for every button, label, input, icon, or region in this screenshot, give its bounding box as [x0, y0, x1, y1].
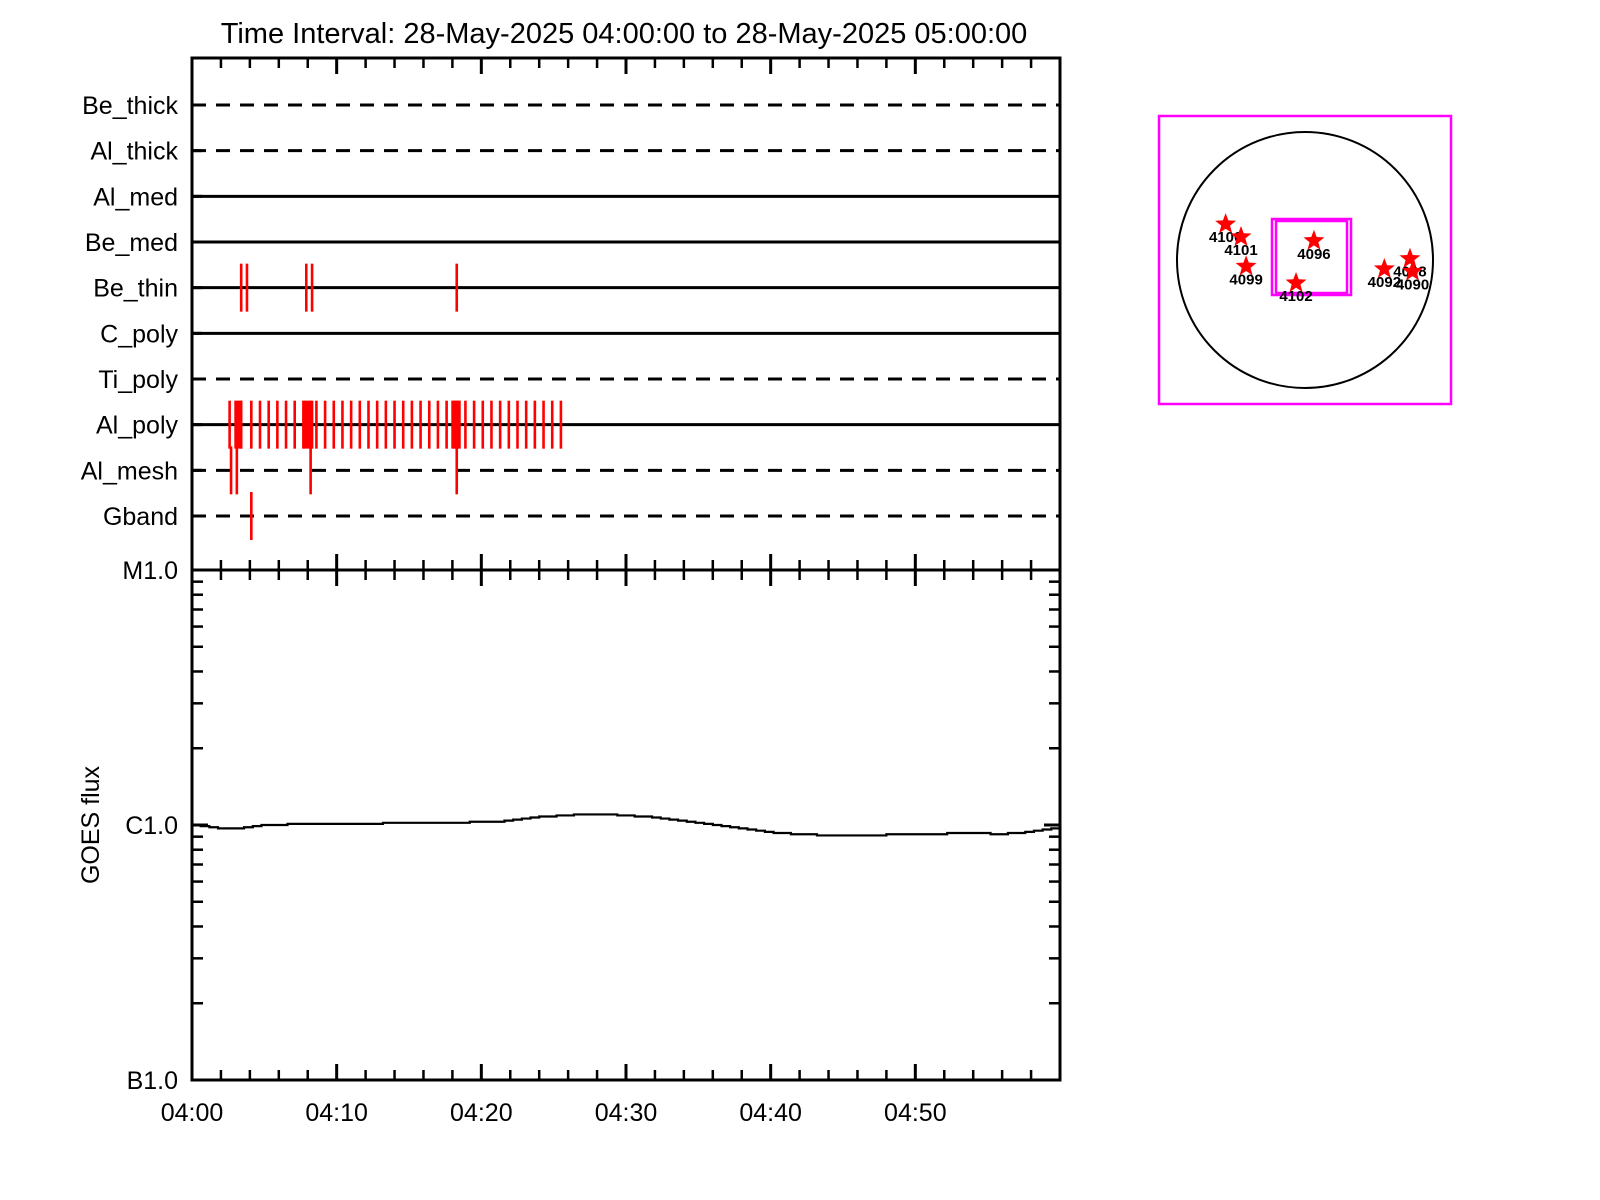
active-region-label: 4100: [1209, 229, 1242, 246]
filter-label-al_mesh: Al_mesh: [81, 457, 178, 485]
active-region-star-icon: [1235, 255, 1257, 276]
x-tick-label-0440: 04:40: [739, 1099, 802, 1127]
goes-flux-curve: [192, 813, 1060, 837]
filter-label-be_med: Be_med: [85, 229, 178, 257]
x-tick-label-0420: 04:20: [450, 1099, 513, 1127]
filter-label-al_med: Al_med: [93, 183, 178, 211]
goes-y-tick-labels: M1.0 C1.0 B1.0: [122, 557, 178, 1095]
filter-label-ti_poly: Ti_poly: [98, 366, 178, 394]
map-outer-frame: [1157, 114, 1453, 406]
filter-timeline-panel: Be_thick Al_thick Al_med Be_med Be_thin C_pol…: [81, 56, 1062, 572]
active-region-4100: 4100: [1209, 213, 1242, 246]
goes-panel-x-ticks: [190, 570, 1062, 1080]
active-region-label: 4096: [1297, 246, 1330, 263]
active-region-markers: 41004101409940964102409240984090: [1209, 213, 1429, 305]
filter-label-be_thick: Be_thick: [82, 92, 178, 120]
active-region-4090: 4090: [1396, 260, 1429, 294]
goes-flux-panel: M1.0C1.0B1.0 GOES flux 04:00 04:10 04:20 04…: [77, 557, 1062, 1127]
active-region-star-icon: [1399, 247, 1421, 268]
active-region-label: 4090: [1396, 277, 1429, 294]
active-region-star-icon: [1402, 260, 1423, 281]
goes-panel-frame: [190, 568, 1062, 1082]
x-tick-label-0410: 04:10: [305, 1099, 368, 1127]
active-region-star-icon: [1303, 229, 1325, 250]
goes-y-label-b1.0: B1.0: [127, 1067, 178, 1095]
active-region-4101: 4101: [1224, 225, 1258, 259]
filter-observation-marks: [228, 263, 563, 540]
active-region-star-icon: [1230, 225, 1252, 246]
goes-y-label-c1.0: C1.0: [125, 812, 178, 840]
goes-y-ticks: [192, 568, 1060, 1082]
goes-panel-x-tick-labels: 04:00 04:10 04:20 04:30 04:40 04:50: [161, 1099, 947, 1127]
goes-y-label-m1.0: M1.0: [122, 557, 178, 585]
active-region-label: 4101: [1224, 242, 1257, 259]
fov-box-inner: [1274, 219, 1349, 295]
solar-disk-context-map: 41004101409940964102409240984090: [1157, 114, 1453, 406]
active-region-star-icon: [1373, 257, 1395, 278]
filter-label-al_poly: Al_poly: [96, 412, 178, 440]
active-region-star-icon: [1215, 213, 1237, 234]
filter-label-c_poly: C_poly: [100, 320, 178, 348]
filter-panel-frame: [190, 56, 1062, 572]
active-region-4102: 4102: [1279, 272, 1313, 305]
fov-box-outer: [1270, 217, 1353, 297]
active-region-4092: 4092: [1368, 257, 1401, 291]
x-tick-label-0400: 04:00: [161, 1099, 224, 1127]
filter-rows-group: [192, 103, 1060, 518]
active-region-4096: 4096: [1297, 229, 1331, 263]
active-region-4099: 4099: [1229, 255, 1263, 288]
filter-panel-x-ticks: [190, 58, 1062, 570]
y-axis-title: GOES flux: [77, 765, 105, 884]
x-tick-label-0430: 04:30: [595, 1099, 658, 1127]
solar-limb-circle: [1176, 131, 1434, 389]
active-region-label: 4102: [1279, 288, 1312, 305]
active-region-star-icon: [1285, 272, 1307, 292]
active-region-label: 4099: [1229, 271, 1262, 288]
x-tick-label-0450: 04:50: [884, 1099, 947, 1127]
filter-label-al_thick: Al_thick: [90, 138, 178, 166]
active-region-label: 4092: [1368, 274, 1401, 291]
filter-label-be_thin: Be_thin: [93, 275, 178, 303]
page-title: Time Interval: 28-May-2025 04:00:00 to 2…: [221, 18, 1028, 50]
filter-label-gband: Gband: [103, 503, 178, 531]
filter-y-axis-labels: Be_thick Al_thick Al_med Be_med Be_thin C_pol…: [81, 92, 179, 531]
